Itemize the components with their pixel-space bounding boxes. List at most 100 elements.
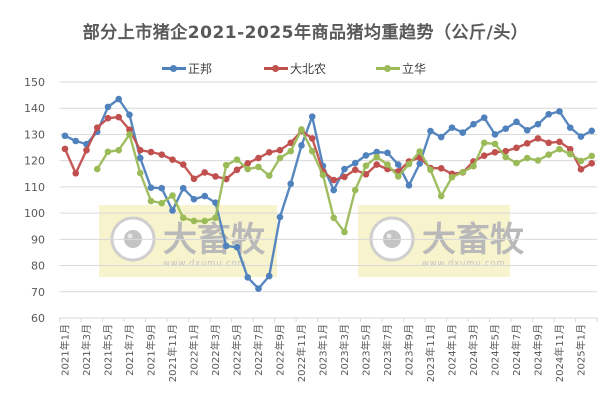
- x-tick-label: 2023年5月: [359, 324, 372, 376]
- data-point-marker: [93, 165, 101, 173]
- data-point-marker: [351, 186, 359, 194]
- data-point-marker: [222, 161, 230, 169]
- y-tick-label: 70: [31, 286, 45, 299]
- data-point-marker: [308, 147, 316, 155]
- data-point-marker: [233, 166, 241, 174]
- data-point-marker: [556, 108, 563, 115]
- data-point-marker: [93, 124, 101, 131]
- data-point-marker: [298, 142, 305, 149]
- data-point-marker: [179, 214, 187, 222]
- data-point-marker: [61, 132, 69, 140]
- data-point-marker: [577, 157, 585, 165]
- x-tick-label: 2024年1月: [445, 324, 458, 376]
- data-point-marker: [308, 113, 316, 120]
- chart-title: 部分上市猪企2021-2025年商品猪均重趋势（公斤/头）: [82, 23, 529, 43]
- data-point-marker: [104, 114, 112, 122]
- data-point-marker: [351, 166, 359, 174]
- data-point-marker: [190, 195, 198, 203]
- legend-item-dabeinong: 大北农: [264, 60, 326, 77]
- data-point-marker: [362, 171, 370, 178]
- data-point-marker: [470, 120, 477, 128]
- data-point-marker: [222, 242, 230, 250]
- data-point-marker: [405, 182, 413, 189]
- legend-item-lihua: 立华: [376, 60, 426, 77]
- data-point-marker: [287, 180, 295, 188]
- data-point-marker: [384, 161, 391, 168]
- data-point-marker: [588, 159, 596, 167]
- x-tick-label: 2022年1月: [187, 324, 200, 376]
- data-point-marker: [72, 169, 80, 177]
- x-tick-label: 2024年3月: [467, 324, 480, 376]
- data-point-marker: [545, 139, 553, 147]
- data-point-marker: [287, 147, 295, 155]
- data-point-marker: [212, 173, 219, 180]
- data-point-marker: [147, 148, 155, 156]
- data-point-marker: [566, 124, 574, 131]
- data-point-marker: [480, 152, 488, 159]
- data-point-marker: [158, 151, 166, 158]
- data-point-marker: [416, 148, 424, 155]
- legend-label: 立华: [402, 62, 427, 76]
- data-point-marker: [427, 166, 434, 174]
- data-point-marker: [83, 146, 90, 154]
- data-point-marker: [437, 164, 445, 172]
- data-point-marker: [513, 118, 520, 126]
- data-point-marker: [179, 184, 187, 192]
- data-point-marker: [147, 197, 155, 205]
- data-point-marker: [556, 145, 563, 153]
- data-point-marker: [255, 154, 262, 162]
- data-point-marker: [233, 156, 241, 163]
- x-tick-label: 2024年9月: [531, 324, 544, 376]
- series-0: [61, 95, 596, 292]
- data-point-marker: [169, 156, 176, 163]
- data-point-marker: [104, 103, 112, 111]
- data-point-marker: [115, 95, 123, 103]
- x-tick-label: 2021年7月: [123, 324, 136, 376]
- data-point-marker: [416, 160, 424, 167]
- data-point-marker: [534, 157, 542, 164]
- data-point-marker: [437, 133, 445, 141]
- data-point-marker: [459, 168, 467, 176]
- data-point-marker: [491, 131, 499, 138]
- data-point-marker: [351, 159, 359, 167]
- data-point-marker: [330, 186, 338, 194]
- data-point-marker: [566, 150, 574, 158]
- data-point-marker: [502, 147, 510, 155]
- data-point-marker: [362, 152, 370, 159]
- data-point-marker: [373, 153, 381, 161]
- data-point-marker: [136, 169, 144, 177]
- data-point-marker: [158, 184, 166, 192]
- data-point-marker: [126, 111, 133, 119]
- data-point-marker: [212, 214, 219, 222]
- data-point-marker: [330, 176, 338, 184]
- y-tick-label: 150: [24, 76, 45, 89]
- data-point-marker: [169, 207, 176, 214]
- data-point-marker: [513, 159, 520, 167]
- legend-line-marker-icon: [162, 64, 186, 72]
- data-point-marker: [179, 161, 187, 168]
- data-point-marker: [341, 173, 348, 181]
- data-point-marker: [362, 162, 370, 169]
- legend-item-zhengbang: 正邦: [162, 60, 212, 77]
- y-tick-label: 120: [24, 155, 45, 168]
- data-point-marker: [577, 166, 585, 173]
- x-tick-label: 2025年1月: [574, 324, 587, 376]
- y-tick-label: 110: [24, 181, 45, 194]
- data-point-marker: [373, 161, 381, 168]
- data-point-marker: [523, 154, 531, 162]
- data-point-marker: [190, 175, 198, 183]
- data-point-marker: [427, 127, 434, 135]
- y-axis: 60 70 80 90 100 110 120 130 140 150: [24, 76, 597, 325]
- x-tick-label: 2022年11月: [295, 324, 308, 382]
- data-point-marker: [158, 199, 166, 207]
- data-point-marker: [556, 138, 563, 146]
- x-tick-label: 2023年1月: [316, 324, 329, 376]
- data-point-marker: [534, 120, 542, 128]
- data-point-marker: [384, 149, 391, 157]
- data-point-marker: [244, 159, 252, 167]
- data-point-marker: [373, 148, 381, 156]
- data-point-marker: [502, 125, 510, 132]
- data-point-marker: [126, 126, 133, 134]
- data-point-marker: [244, 274, 252, 281]
- y-tick-label: 90: [31, 233, 45, 246]
